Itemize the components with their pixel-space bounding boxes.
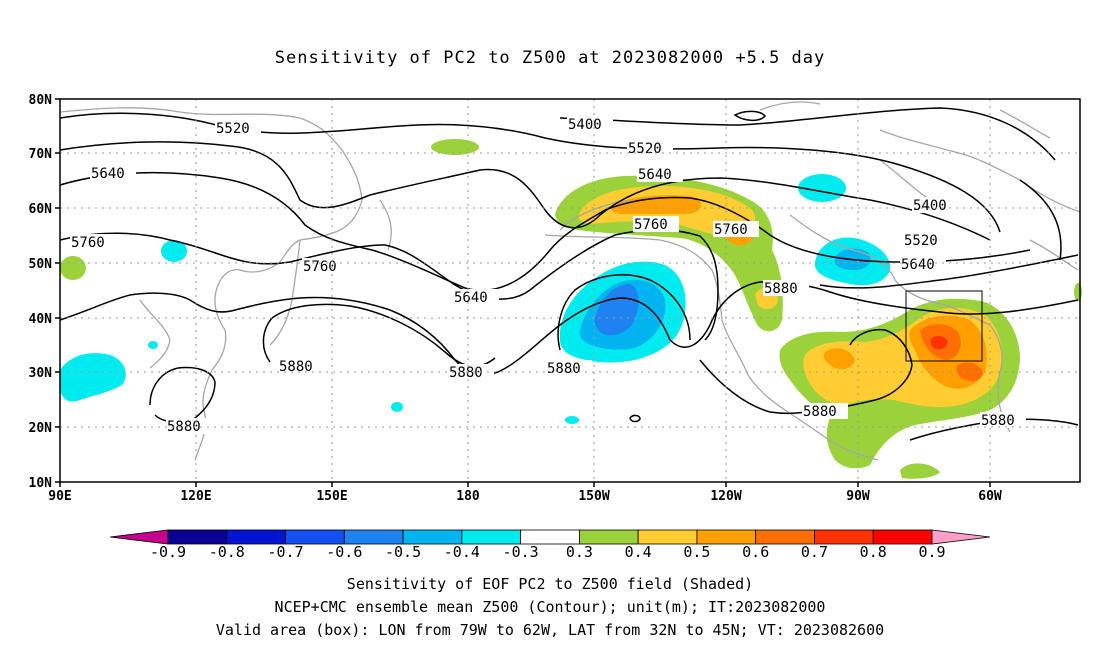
colorbar-segment [285, 529, 345, 545]
colorbar-tick-label: 0.8 [860, 543, 887, 561]
shaded-sensitivity [60, 139, 1082, 479]
lon-label-90e: 90E [48, 489, 71, 504]
colorbar-tick-label: 0.6 [742, 543, 769, 561]
colorbar-segment [226, 529, 286, 545]
caption-valid-area: Valid area (box): LON from 79W to 62W, L… [215, 621, 885, 639]
colorbar-segment [637, 529, 698, 545]
contour-label-5880-pacific: 5880 [547, 361, 581, 377]
lat-label-20n: 20N [29, 421, 53, 436]
contour-label-5520-east: 5520 [904, 233, 938, 249]
contour-label-5760-central: 5760 [634, 217, 668, 233]
colorbar: -0.9 -0.8 -0.7 -0.6 -0.5 -0.4 -0.3 0.3 0.4 0.5 0.6… [109, 529, 991, 561]
lat-label-10n: 10N [29, 476, 53, 491]
contour-label-5520-central: 5520 [628, 141, 662, 157]
colorbar-segment [755, 529, 815, 545]
contour-label-5760-east: 5760 [714, 222, 748, 238]
colorbar-tick-label: 0.7 [801, 543, 828, 561]
contour-label-5880-atlantic: 5880 [981, 413, 1015, 429]
caption-contour: NCEP+CMC ensemble mean Z500 (Contour); u… [274, 598, 826, 616]
caption-shaded: Sensitivity of EOF PC2 to Z500 field (Sh… [346, 575, 754, 593]
lon-label-150w: 150W [578, 489, 609, 504]
colorbar-tick-label: -0.8 [209, 543, 245, 561]
colorbar-segment [578, 529, 639, 545]
colorbar-tick-label: 0.5 [683, 543, 710, 561]
contour-label-5880-sw: 5880 [167, 419, 201, 435]
contour-label-5760-midpac: 5760 [303, 259, 337, 275]
contour-label-5640-east: 5640 [901, 257, 935, 273]
colorbar-segment [461, 529, 522, 545]
contour-label-5400-north: 5400 [568, 117, 602, 133]
lat-label-70n: 70N [29, 147, 53, 162]
colorbar-segment [520, 529, 580, 545]
contour-label-5880-west: 5880 [279, 359, 313, 375]
contour-label-5880-rockies: 5880 [764, 281, 798, 297]
colorbar-segment [814, 529, 874, 545]
lat-label-50n: 50N [29, 257, 53, 272]
contour-label-5520-west: 5520 [216, 121, 250, 137]
contour-label-5760-west: 5760 [71, 235, 105, 251]
lon-label-120e: 120E [180, 489, 211, 504]
map-frame [59, 98, 1081, 483]
lon-label-90w: 90W [846, 489, 870, 504]
colorbar-segment [696, 529, 757, 545]
colorbar-tick-label: -0.5 [385, 543, 421, 561]
colorbar-tick-label: -0.3 [503, 543, 539, 561]
colorbar-tick-label: -0.7 [267, 543, 303, 561]
contour-label-5880-central: 5880 [449, 365, 483, 381]
contour-labels: 5520 5640 5760 5400 5520 5640 5760 5760 … [70, 116, 1026, 435]
colorbar-segment [872, 529, 933, 545]
colorbar-tick-label: -0.6 [326, 543, 362, 561]
colorbar-segment [167, 529, 228, 545]
lat-label-60n: 60N [29, 202, 53, 217]
valid-area-box [905, 290, 983, 362]
lat-label-30n: 30N [29, 366, 53, 381]
contour-label-5400-east: 5400 [913, 198, 947, 214]
contour-label-5640-dateline: 5640 [454, 290, 488, 306]
colorbar-tick-label: -0.9 [150, 543, 186, 561]
contour-label-5640-west: 5640 [91, 166, 125, 182]
lon-label-60w: 60W [978, 489, 1002, 504]
lon-labels: 90E 120E 150E 180 150W 120W 90W 60W [48, 489, 1002, 504]
lat-label-80n: 80N [29, 93, 53, 108]
colorbar-tick-label: 0.4 [625, 543, 652, 561]
map-title: Sensitivity of PC2 to Z500 at 2023082000… [274, 48, 826, 68]
colorbar-tick-label: 0.9 [918, 543, 945, 561]
lat-label-40n: 40N [29, 312, 53, 327]
colorbar-segment [343, 529, 404, 545]
colorbar-arrow-high [931, 529, 991, 545]
gridlines [60, 99, 1080, 482]
lon-label-180: 180 [456, 489, 480, 504]
contour-label-5640-central: 5640 [638, 167, 672, 183]
lat-labels: 80N 70N 60N 50N 40N 30N 20N 10N [29, 93, 53, 491]
colorbar-tick-label: -0.4 [444, 543, 480, 561]
colorbar-arrow-low [109, 529, 169, 545]
colorbar-segment [402, 529, 463, 545]
contour-label-5880-gulf: 5880 [803, 404, 837, 420]
lon-label-150e: 150E [316, 489, 347, 504]
lon-label-120w: 120W [710, 489, 741, 504]
colorbar-tick-label: 0.3 [566, 543, 593, 561]
